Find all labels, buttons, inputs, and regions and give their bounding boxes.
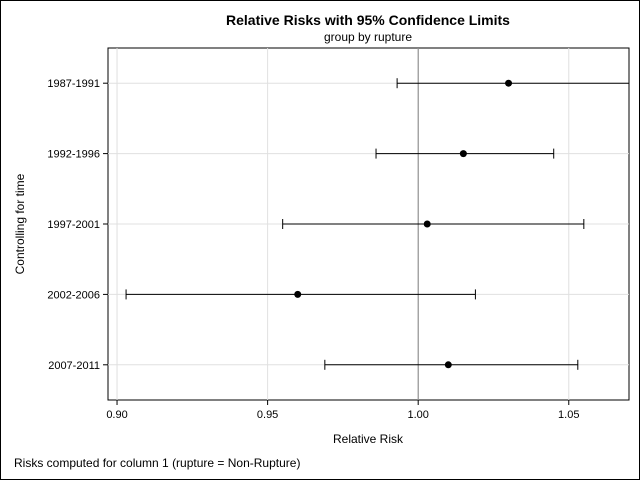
estimate-point [294,290,302,298]
marks-group [125,78,630,370]
estimate-point [459,150,467,158]
estimate-point [423,220,431,228]
estimate-point [505,79,513,87]
x-tick-label: 1.00 [407,409,428,421]
x-axis-label: Relative Risk [333,432,404,446]
y-axis: 1987-1991 1992-1996 1997-2001 2002-2006 2007… [47,78,108,372]
y-tick-label: 2007-2011 [48,360,100,372]
y-tick-label: 1997-2001 [47,219,100,231]
x-axis: 0.90 0.95 1.00 1.05 [106,400,579,421]
x-tick-label: 1.05 [558,409,579,421]
footnote: Risks computed for column 1 (rupture = N… [14,456,300,470]
y-tick-label: 2002-2006 [47,289,100,301]
y-tick-label: 1992-1996 [47,149,100,161]
y-tick-label: 1987-1991 [47,78,100,90]
chart-subtitle: group by rupture [324,30,412,44]
y-axis-label: Controlling for time [13,173,27,274]
x-tick-label: 0.90 [106,409,127,421]
chart-title: Relative Risks with 95% Confidence Limit… [226,12,510,28]
x-tick-label: 0.95 [257,409,278,421]
estimate-point [444,361,452,369]
